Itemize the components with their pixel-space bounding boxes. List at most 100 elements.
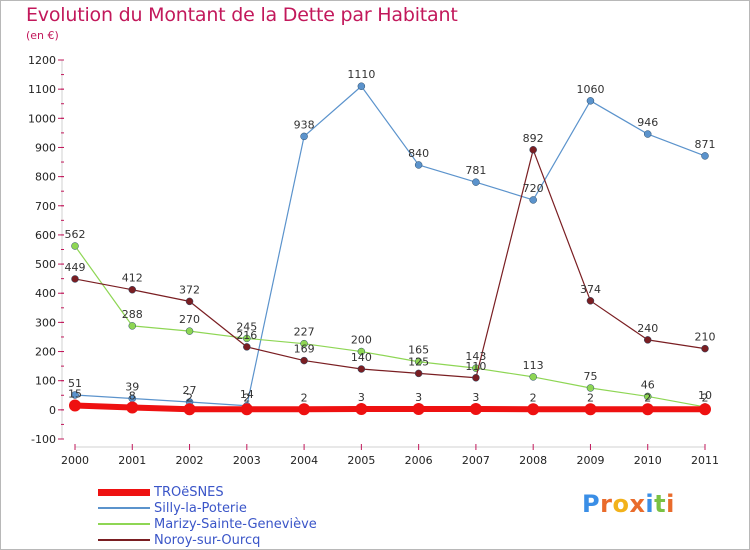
data-point xyxy=(357,82,366,90)
data-label: 781 xyxy=(465,164,486,177)
y-tick-label: 200 xyxy=(35,346,56,359)
data-point xyxy=(586,297,595,305)
series-lines xyxy=(69,82,711,416)
data-label: 2 xyxy=(301,391,308,404)
data-label: 449 xyxy=(65,261,86,274)
data-point xyxy=(469,402,482,415)
data-label: 562 xyxy=(65,228,86,241)
x-tick-label: 2000 xyxy=(61,454,89,467)
data-point xyxy=(69,399,81,412)
logo-letter: x xyxy=(629,490,646,518)
data-point xyxy=(641,403,654,416)
data-labels: 15 8 2 2 2 3 3 3 2 2 2 2 51 39 27 14 938 1110 840 781 720 106… xyxy=(65,68,716,404)
x-tick-label: 2007 xyxy=(462,454,490,467)
data-point xyxy=(128,285,137,294)
legend-label: TROëSNES xyxy=(154,484,224,500)
x-tick-label: 2002 xyxy=(176,454,204,467)
data-point xyxy=(183,403,196,416)
logo-letter: t xyxy=(654,490,667,518)
data-label: 720 xyxy=(523,182,544,195)
data-point xyxy=(643,130,652,138)
data-label: 216 xyxy=(236,329,257,342)
data-label: 8 xyxy=(129,390,136,403)
data-label: 46 xyxy=(641,378,655,391)
x-tick-label: 2005 xyxy=(347,454,375,467)
series-line xyxy=(74,402,705,413)
legend-label: Marizy-Sainte-Geneviève xyxy=(154,516,317,532)
data-point xyxy=(300,132,308,141)
data-point xyxy=(185,297,194,306)
x-tick-label: 2009 xyxy=(576,454,604,467)
legend-swatch xyxy=(98,507,150,509)
data-label: 2 xyxy=(186,391,193,404)
legend-item: TROëSNES xyxy=(98,484,317,500)
y-tick-label: 400 xyxy=(35,287,56,300)
data-label: 143 xyxy=(465,350,486,363)
data-label: 2 xyxy=(702,391,709,404)
y-tick-label: 1100 xyxy=(28,83,56,96)
data-point xyxy=(472,178,480,186)
x-tick-label: 2008 xyxy=(519,454,547,467)
legend-item: Marizy-Sainte-Geneviève xyxy=(98,516,317,532)
data-point xyxy=(300,339,308,348)
data-point xyxy=(414,369,423,378)
legend-item: Noroy-sur-Ourcq xyxy=(98,532,317,548)
data-label: 75 xyxy=(583,370,597,383)
data-point xyxy=(699,403,711,416)
data-point xyxy=(529,373,537,381)
y-tick-label: 600 xyxy=(35,229,56,242)
data-point xyxy=(412,402,425,415)
legend-label: Noroy-sur-Ourcq xyxy=(154,532,261,548)
data-label: 113 xyxy=(523,359,544,372)
y-tick-label: 0 xyxy=(49,404,56,417)
data-label: 288 xyxy=(122,308,143,321)
data-point xyxy=(414,161,423,169)
logo-letter: i xyxy=(645,490,655,518)
logo-letter: i xyxy=(666,490,675,518)
logo-letter: o xyxy=(612,490,630,518)
data-label: 372 xyxy=(179,283,200,296)
data-label: 374 xyxy=(580,283,601,296)
logo-letter: P xyxy=(582,490,601,518)
data-point xyxy=(71,242,79,250)
data-label: 110 xyxy=(465,360,486,373)
legend-swatch xyxy=(98,539,150,541)
data-point xyxy=(584,403,597,416)
y-tick-label: -100 xyxy=(31,433,56,446)
data-point xyxy=(586,97,595,105)
x-tick-label: 2003 xyxy=(233,454,261,467)
data-label: 892 xyxy=(523,132,544,145)
data-label: 10 xyxy=(698,389,712,402)
data-point xyxy=(300,356,308,365)
x-tick-label: 2011 xyxy=(691,454,719,467)
legend-swatch xyxy=(98,488,150,496)
data-label: 39 xyxy=(125,380,139,393)
legend: TROëSNES Silly-la-Poterie Marizy-Sainte-Ge… xyxy=(98,484,317,548)
data-label: 51 xyxy=(68,377,82,390)
data-label: 2 xyxy=(587,391,594,404)
data-point xyxy=(701,152,709,160)
data-label: 15 xyxy=(68,387,82,400)
series-line xyxy=(74,245,706,408)
data-point xyxy=(643,392,652,401)
data-point xyxy=(643,336,652,344)
data-point xyxy=(71,275,79,283)
series-line xyxy=(74,85,706,407)
chart-title: Evolution du Montant de la Dette par Hab… xyxy=(26,4,458,26)
data-label: 2 xyxy=(530,391,537,404)
data-label: 3 xyxy=(358,391,365,404)
data-label: 1060 xyxy=(576,83,604,96)
data-point xyxy=(414,357,423,366)
data-point xyxy=(357,365,366,373)
data-point xyxy=(243,343,251,351)
data-label: 840 xyxy=(408,147,429,160)
data-label: 412 xyxy=(122,272,143,285)
data-label: 27 xyxy=(183,384,197,397)
data-label: 210 xyxy=(695,331,716,344)
data-label: 200 xyxy=(351,334,372,347)
data-point xyxy=(71,391,79,399)
data-label: 140 xyxy=(351,351,372,364)
x-tick-label: 2006 xyxy=(405,454,433,467)
